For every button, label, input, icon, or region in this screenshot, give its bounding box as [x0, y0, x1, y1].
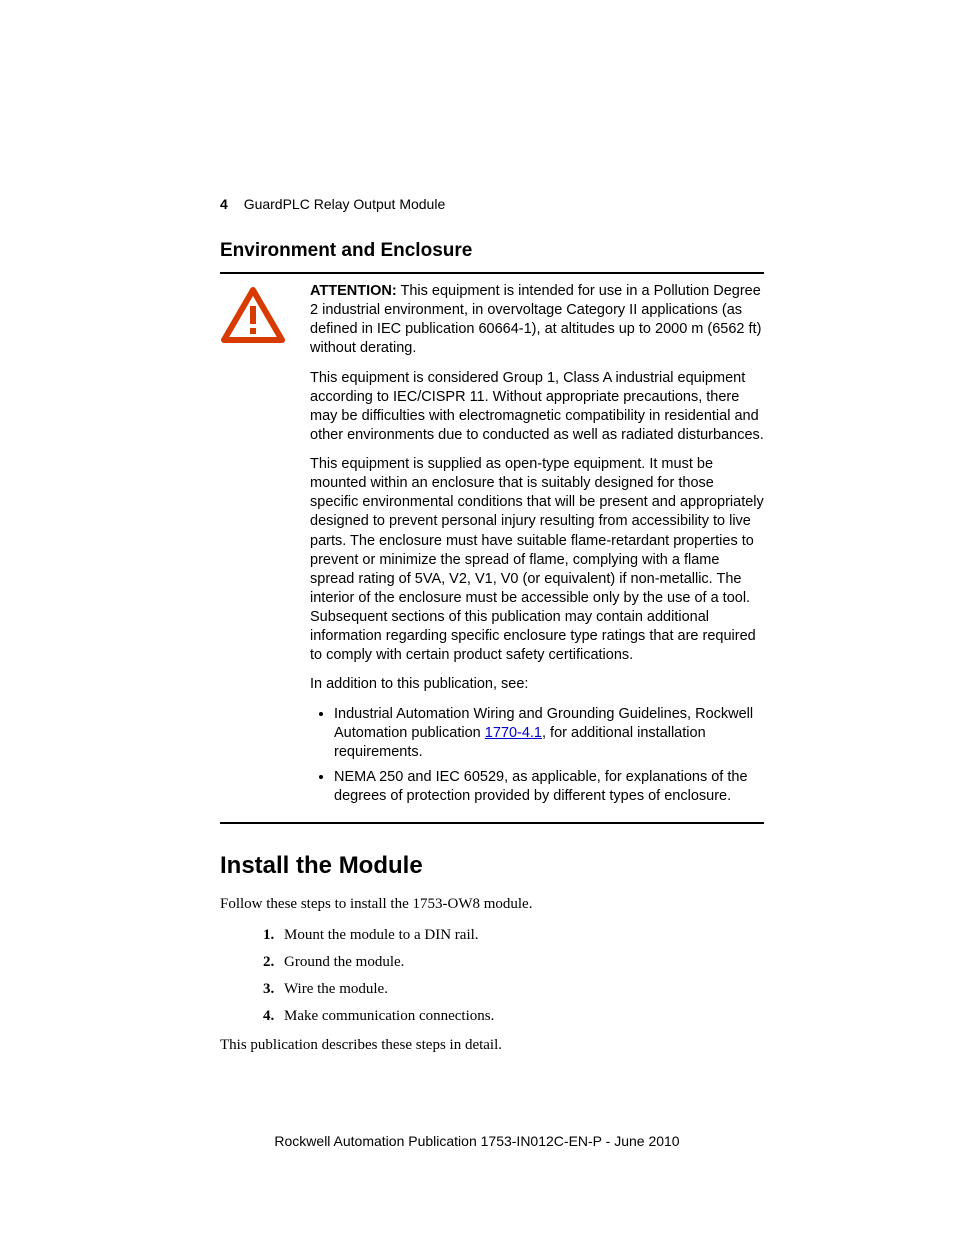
- bullet-pre: NEMA 250 and IEC 60529, as applicable, f…: [334, 769, 748, 804]
- attention-p4: In addition to this publication, see:: [310, 675, 764, 694]
- list-item: Industrial Automation Wiring and Groundi…: [334, 705, 764, 762]
- pub-link-1770-4-1[interactable]: 1770-4.1: [485, 725, 542, 741]
- install-steps: Mount the module to a DIN rail. Ground t…: [220, 925, 764, 1027]
- list-item: Mount the module to a DIN rail.: [278, 925, 764, 946]
- install-outro: This publication describes these steps i…: [220, 1035, 764, 1056]
- attention-bullets: Industrial Automation Wiring and Groundi…: [310, 705, 764, 807]
- list-item: Wire the module.: [278, 979, 764, 1000]
- install-body: Follow these steps to install the 1753-O…: [220, 894, 764, 1056]
- attention-block: ATTENTION: This equipment is intended fo…: [220, 272, 764, 824]
- section-heading-environment: Environment and Enclosure: [220, 240, 764, 262]
- install-intro: Follow these steps to install the 1753-O…: [220, 894, 764, 915]
- list-item: Ground the module.: [278, 952, 764, 973]
- attention-icon: [220, 282, 310, 350]
- doc-title: GuardPLC Relay Output Module: [244, 196, 446, 212]
- section-heading-install: Install the Module: [220, 852, 764, 880]
- list-item: Make communication connections.: [278, 1006, 764, 1027]
- running-header: 4 GuardPLC Relay Output Module: [220, 196, 764, 212]
- page-footer: Rockwell Automation Publication 1753-IN0…: [0, 1133, 954, 1149]
- attention-p2: This equipment is considered Group 1, Cl…: [310, 369, 764, 446]
- page-number: 4: [220, 196, 228, 212]
- attention-text: ATTENTION: This equipment is intended fo…: [310, 282, 764, 812]
- attention-label: ATTENTION:: [310, 283, 397, 299]
- list-item: NEMA 250 and IEC 60529, as applicable, f…: [334, 768, 764, 806]
- page: 4 GuardPLC Relay Output Module Environme…: [0, 0, 954, 1235]
- attention-p3: This equipment is supplied as open-type …: [310, 455, 764, 665]
